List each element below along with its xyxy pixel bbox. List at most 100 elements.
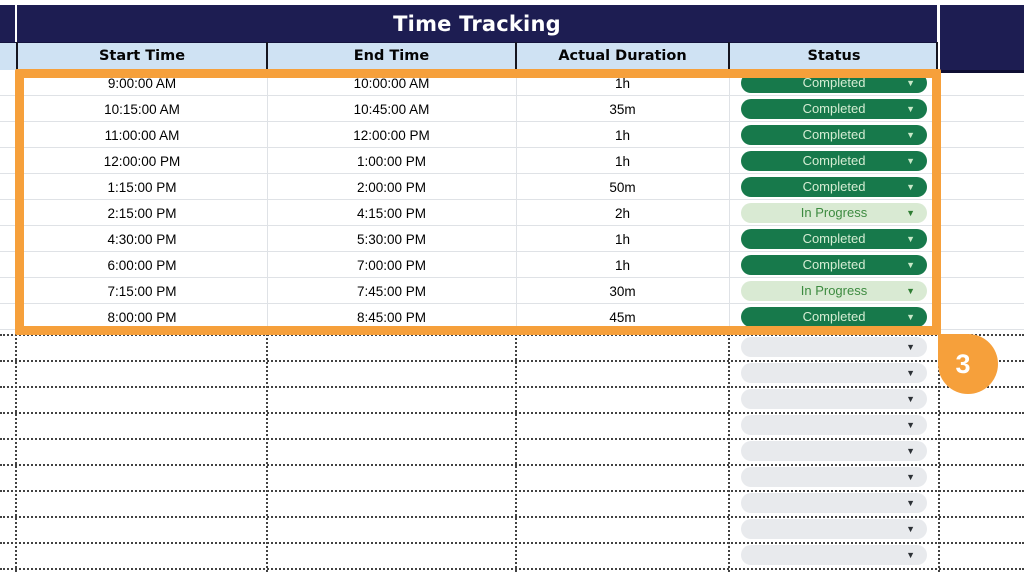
status-dropdown-empty[interactable]: ▼ — [741, 441, 927, 461]
end-time-value: 4:15:00 PM — [356, 205, 427, 221]
duration-value: 30m — [609, 283, 636, 299]
cell-duration[interactable]: 1h — [516, 252, 729, 278]
empty-table-row: ▼ — [0, 516, 1024, 542]
cell-status: ▼ — [729, 438, 939, 464]
title-band-left-stub — [0, 5, 15, 42]
status-dropdown[interactable]: In Progress ▼ — [741, 281, 927, 301]
table-row: 7:15:00 PM 7:45:00 PM 30m In Progress ▼ — [0, 278, 1024, 304]
table-row: 6:00:00 PM 7:00:00 PM 1h Completed ▼ — [0, 252, 1024, 278]
column-header-start-time[interactable]: Start Time — [98, 48, 186, 64]
cell-duration[interactable]: 50m — [516, 174, 729, 200]
status-dropdown[interactable]: Completed ▼ — [741, 125, 927, 145]
cell-end-time[interactable]: 2:00:00 PM — [267, 174, 516, 200]
column-header-actual-duration[interactable]: Actual Duration — [558, 48, 687, 64]
status-value: Completed — [802, 309, 866, 324]
cell-end-time[interactable]: 10:45:00 AM — [267, 96, 516, 122]
duration-value: 50m — [609, 179, 636, 195]
dotted-gridline-horizontal — [0, 542, 1024, 544]
status-dropdown[interactable]: Completed ▼ — [741, 307, 927, 327]
start-time-value: 7:15:00 PM — [107, 283, 177, 299]
cell-duration[interactable]: 1h — [516, 70, 729, 96]
status-dropdown-empty[interactable]: ▼ — [741, 415, 927, 435]
status-value: Completed — [802, 127, 866, 142]
cell-status: Completed ▼ — [729, 174, 939, 200]
cell-end-time[interactable]: 4:15:00 PM — [267, 200, 516, 226]
dotted-gridline-horizontal — [0, 334, 1024, 336]
header-divider — [515, 42, 517, 70]
cell-duration[interactable]: 35m — [516, 96, 729, 122]
chevron-down-icon: ▼ — [906, 129, 915, 140]
status-dropdown-empty[interactable]: ▼ — [741, 363, 927, 383]
end-time-value: 5:30:00 PM — [356, 231, 427, 247]
chevron-down-icon: ▼ — [906, 341, 915, 352]
cell-status: ▼ — [729, 464, 939, 490]
cell-end-time[interactable]: 1:00:00 PM — [267, 148, 516, 174]
status-dropdown[interactable]: Completed ▼ — [741, 255, 927, 275]
cell-start-time[interactable]: 10:15:00 AM — [17, 96, 267, 122]
chevron-down-icon: ▼ — [906, 207, 915, 218]
empty-table-row: ▼ — [0, 464, 1024, 490]
column-header-end-time[interactable]: End Time — [353, 48, 430, 64]
cell-end-time[interactable]: 7:45:00 PM — [267, 278, 516, 304]
chevron-down-icon: ▼ — [906, 367, 915, 378]
cell-status: Completed ▼ — [729, 122, 939, 148]
dotted-gridline-vertical — [15, 334, 17, 572]
cell-status: Completed ▼ — [729, 148, 939, 174]
cell-duration[interactable]: 1h — [516, 226, 729, 252]
cell-start-time[interactable]: 4:30:00 PM — [17, 226, 267, 252]
chevron-down-icon: ▼ — [906, 497, 915, 508]
cell-end-time[interactable]: 8:45:00 PM — [267, 304, 516, 330]
cell-start-time[interactable]: 9:00:00 AM — [17, 70, 267, 96]
table-row: 9:00:00 AM 10:00:00 AM 1h Completed ▼ — [0, 70, 1024, 96]
gridline-vertical — [729, 70, 730, 330]
status-dropdown-empty[interactable]: ▼ — [741, 389, 927, 409]
cell-duration[interactable]: 45m — [516, 304, 729, 330]
status-dropdown-empty[interactable]: ▼ — [741, 519, 927, 539]
cell-start-time[interactable]: 1:15:00 PM — [17, 174, 267, 200]
cell-status: ▼ — [729, 334, 939, 360]
cell-end-time[interactable]: 10:00:00 AM — [267, 70, 516, 96]
empty-table-row: ▼ — [0, 334, 1024, 360]
header-divider — [16, 42, 18, 70]
status-dropdown[interactable]: Completed ▼ — [741, 151, 927, 171]
cell-start-time[interactable]: 11:00:00 AM — [17, 122, 267, 148]
cell-start-time[interactable]: 12:00:00 PM — [17, 148, 267, 174]
cell-status: Completed ▼ — [729, 252, 939, 278]
cell-duration[interactable]: 30m — [516, 278, 729, 304]
start-time-value: 6:00:00 PM — [107, 257, 177, 273]
chevron-down-icon: ▼ — [906, 285, 915, 296]
chevron-down-icon: ▼ — [906, 233, 915, 244]
chevron-down-icon: ▼ — [906, 259, 915, 270]
cell-start-time[interactable]: 6:00:00 PM — [17, 252, 267, 278]
cell-duration[interactable]: 1h — [516, 122, 729, 148]
status-dropdown[interactable]: Completed ▼ — [741, 229, 927, 249]
cell-end-time[interactable]: 12:00:00 PM — [267, 122, 516, 148]
status-dropdown-empty[interactable]: ▼ — [741, 545, 927, 565]
annotation-step-number: 3 — [955, 348, 971, 379]
status-dropdown-empty[interactable]: ▼ — [741, 467, 927, 487]
cell-duration[interactable]: 1h — [516, 148, 729, 174]
table-row: 1:15:00 PM 2:00:00 PM 50m Completed ▼ — [0, 174, 1024, 200]
column-header-status[interactable]: Status — [807, 48, 861, 64]
empty-table-row: ▼ — [0, 490, 1024, 516]
status-dropdown[interactable]: Completed ▼ — [741, 177, 927, 197]
annotation-step-badge: 3 — [938, 334, 998, 394]
cell-status: ▼ — [729, 386, 939, 412]
gridline-vertical — [516, 70, 517, 330]
gridline-vertical — [267, 70, 268, 330]
cell-start-time[interactable]: 2:15:00 PM — [17, 200, 267, 226]
status-dropdown[interactable]: In Progress ▼ — [741, 203, 927, 223]
cell-start-time[interactable]: 7:15:00 PM — [17, 278, 267, 304]
status-value: Completed — [802, 231, 866, 246]
status-dropdown-empty[interactable]: ▼ — [741, 493, 927, 513]
end-time-value: 7:45:00 PM — [356, 283, 427, 299]
duration-value: 35m — [609, 101, 636, 117]
status-dropdown-empty[interactable]: ▼ — [741, 337, 927, 357]
cell-end-time[interactable]: 7:00:00 PM — [267, 252, 516, 278]
status-dropdown[interactable]: Completed ▼ — [741, 73, 927, 93]
cell-end-time[interactable]: 5:30:00 PM — [267, 226, 516, 252]
dotted-gridline-horizontal — [0, 464, 1024, 466]
cell-start-time[interactable]: 8:00:00 PM — [17, 304, 267, 330]
status-dropdown[interactable]: Completed ▼ — [741, 99, 927, 119]
cell-duration[interactable]: 2h — [516, 200, 729, 226]
